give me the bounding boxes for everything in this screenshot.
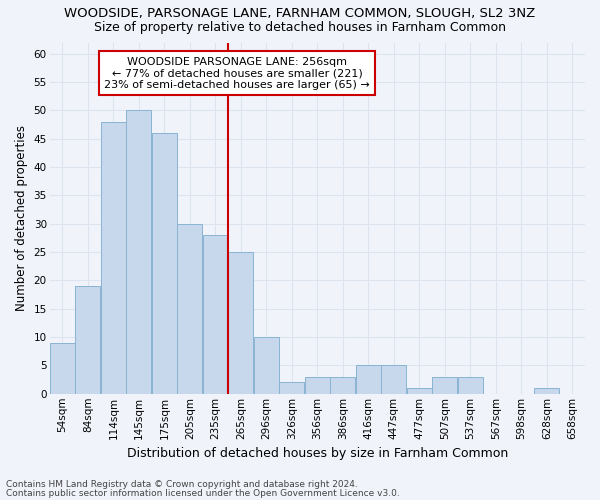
Text: Contains public sector information licensed under the Open Government Licence v3: Contains public sector information licen…	[6, 488, 400, 498]
Bar	[152, 133, 176, 394]
Bar	[229, 252, 253, 394]
Text: Size of property relative to detached houses in Farnham Common: Size of property relative to detached ho…	[94, 21, 506, 34]
X-axis label: Distribution of detached houses by size in Farnham Common: Distribution of detached houses by size …	[127, 447, 508, 460]
Bar	[331, 377, 355, 394]
Text: Contains HM Land Registry data © Crown copyright and database right 2024.: Contains HM Land Registry data © Crown c…	[6, 480, 358, 489]
Bar	[76, 286, 100, 394]
Bar	[356, 366, 380, 394]
Bar	[203, 235, 227, 394]
Y-axis label: Number of detached properties: Number of detached properties	[15, 125, 28, 311]
Bar	[433, 377, 457, 394]
Bar	[305, 377, 329, 394]
Bar	[127, 110, 151, 394]
Bar	[50, 343, 74, 394]
Bar	[458, 377, 482, 394]
Bar	[101, 122, 125, 394]
Text: WOODSIDE PARSONAGE LANE: 256sqm
← 77% of detached houses are smaller (221)
23% o: WOODSIDE PARSONAGE LANE: 256sqm ← 77% of…	[104, 56, 370, 90]
Bar	[178, 224, 202, 394]
Bar	[535, 388, 559, 394]
Bar	[382, 366, 406, 394]
Bar	[407, 388, 431, 394]
Bar	[280, 382, 304, 394]
Bar	[254, 337, 278, 394]
Text: WOODSIDE, PARSONAGE LANE, FARNHAM COMMON, SLOUGH, SL2 3NZ: WOODSIDE, PARSONAGE LANE, FARNHAM COMMON…	[64, 8, 536, 20]
